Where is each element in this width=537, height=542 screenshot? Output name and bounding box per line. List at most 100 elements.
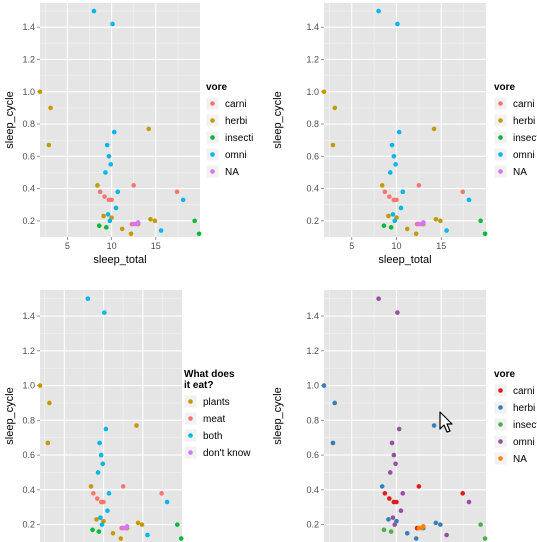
- data-point: [390, 515, 396, 520]
- data-point: [110, 531, 116, 536]
- data-point: [110, 21, 115, 27]
- data-point: [330, 440, 336, 446]
- data-point: [135, 220, 141, 225]
- scatter-chart-3: 0.20.40.60.81.01.21.451015sleep_cycleWha…: [4, 290, 251, 542]
- data-point: [389, 440, 395, 446]
- y-tick-label: 1.4: [306, 22, 319, 32]
- data-point: [460, 491, 466, 496]
- data-point: [396, 426, 402, 432]
- legend-swatch: [498, 439, 503, 444]
- y-axis-title: sleep_cycle: [272, 91, 284, 148]
- data-point: [96, 223, 102, 229]
- data-point: [102, 194, 107, 199]
- data-point: [438, 218, 443, 224]
- legend-swatch: [188, 399, 193, 404]
- legend-swatch: [498, 456, 503, 461]
- data-point: [115, 189, 121, 195]
- data-point: [398, 205, 404, 211]
- data-point: [107, 218, 113, 224]
- legend-swatch: [210, 135, 215, 140]
- data-point: [95, 183, 100, 188]
- legend-label: herbi: [513, 116, 535, 127]
- data-point: [196, 231, 202, 237]
- data-point: [460, 189, 466, 195]
- y-tick-label: 0.2: [306, 520, 319, 530]
- data-point: [395, 21, 400, 27]
- data-point: [321, 383, 327, 388]
- scatter-chart-2: 0.2 0.4 0.6 0.8 1.0 1.2 1.4 5 10 15 sleep_total sle…: [272, 3, 537, 266]
- data-point: [398, 508, 404, 514]
- data-point: [85, 296, 91, 301]
- y-tick-label: 0.2: [22, 520, 35, 530]
- data-point: [131, 183, 137, 188]
- legend-label: omni: [513, 437, 535, 448]
- data-point: [111, 129, 117, 135]
- data-point: [90, 527, 95, 533]
- data-point: [46, 142, 52, 148]
- y-tick-label: 0.4: [306, 184, 319, 194]
- data-point: [104, 142, 110, 148]
- data-point: [388, 529, 394, 534]
- data-point: [106, 491, 112, 496]
- legend-label: NA: [513, 454, 527, 465]
- data-point: [192, 218, 197, 224]
- data-point: [388, 225, 394, 230]
- legend-title: vore: [494, 369, 516, 380]
- data-point: [482, 536, 488, 541]
- data-point: [387, 194, 392, 199]
- y-tick-label: 0.6: [22, 450, 35, 460]
- y-tick-label: 0.8: [306, 119, 319, 129]
- data-point: [103, 170, 108, 175]
- data-point: [391, 154, 397, 159]
- data-point: [390, 212, 396, 217]
- data-point: [466, 197, 472, 203]
- data-point: [379, 183, 385, 188]
- data-point: [45, 440, 51, 446]
- data-point: [164, 499, 170, 505]
- y-tick-label: 0.6: [306, 151, 319, 161]
- data-point: [94, 496, 100, 501]
- data-point: [124, 524, 130, 529]
- y-tick-label: 1.2: [22, 54, 35, 64]
- data-point: [159, 491, 164, 496]
- data-point: [421, 220, 426, 225]
- data-point: [47, 400, 52, 406]
- data-point: [101, 518, 106, 524]
- data-point: [134, 423, 139, 428]
- data-point: [416, 183, 422, 188]
- data-point: [389, 142, 395, 148]
- data-point: [431, 423, 437, 428]
- x-axis-title: sleep_total: [378, 254, 431, 266]
- data-point: [382, 491, 388, 496]
- data-point: [180, 197, 186, 203]
- y-tick-label: 0.6: [306, 450, 319, 460]
- data-point: [158, 228, 164, 233]
- legend-label: omni: [513, 150, 535, 161]
- data-point: [108, 162, 114, 167]
- data-point: [98, 452, 104, 458]
- y-tick-label: 1.4: [22, 22, 35, 32]
- data-point: [387, 470, 393, 475]
- data-point: [332, 105, 338, 111]
- data-point: [101, 213, 106, 219]
- data-point: [139, 522, 145, 527]
- legend-title: it eat?: [184, 380, 213, 391]
- data-point: [400, 491, 406, 496]
- data-point: [148, 216, 153, 222]
- legend-label: carni: [225, 99, 247, 110]
- data-point: [396, 129, 402, 135]
- data-point: [91, 491, 96, 496]
- data-point: [386, 517, 391, 522]
- legend-title: What does: [184, 369, 235, 380]
- data-point: [392, 218, 398, 224]
- data-point: [413, 536, 419, 541]
- y-tick-label: 1.2: [306, 54, 319, 64]
- data-point: [37, 89, 43, 95]
- legend-label: herbi: [513, 403, 535, 414]
- data-point: [392, 522, 398, 527]
- mouse-pointer-icon: [439, 411, 453, 433]
- data-point: [120, 484, 126, 489]
- plot-background: [40, 290, 182, 542]
- data-point: [332, 400, 338, 406]
- data-point: [105, 508, 110, 514]
